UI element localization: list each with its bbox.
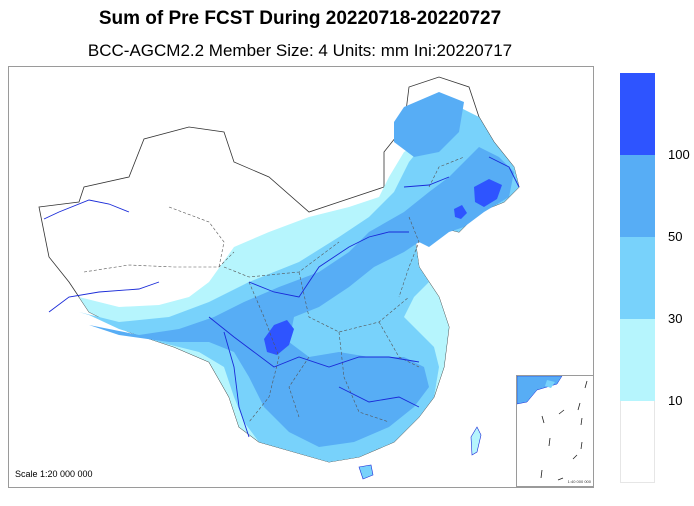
map-subtitle: BCC-AGCM2.2 Member Size: 4 Units: mm Ini… <box>87 41 513 60</box>
colorbar-seg-lt10 <box>620 401 655 483</box>
inset-map <box>517 376 588 481</box>
scale-label: Scale 1:20 000 000 <box>15 469 93 479</box>
inset-scale-label: 1:40 000 000 <box>567 479 591 484</box>
taiwan-island <box>470 426 482 456</box>
colorbar-seg-gt100 <box>620 73 655 155</box>
colorbar-tick-100: 100 <box>668 147 690 162</box>
colorbar-seg-10-30 <box>620 319 655 401</box>
precip-50-100 <box>89 147 514 447</box>
colorbar-tick-10: 10 <box>668 393 683 408</box>
china-precip-map <box>38 76 520 480</box>
map-title: Sum of Pre FCST During 20220718-20220727 <box>98 8 502 29</box>
colorbar: 100 50 30 10 <box>620 73 690 483</box>
hainan-island <box>358 464 374 480</box>
colorbar-tick-50: 50 <box>668 229 683 244</box>
precip-50-100-northeast <box>394 92 464 157</box>
colorbar-seg-50-100 <box>620 155 655 237</box>
province-boundaries <box>83 156 465 423</box>
colorbar-seg-30-50 <box>620 237 655 319</box>
south-china-sea-inset: 1:40 000 000 <box>516 375 593 487</box>
rivers <box>43 156 520 438</box>
precip-gt100-liaoning <box>454 205 467 219</box>
precip-gt100-northeast <box>474 179 502 207</box>
colorbar-tick-30: 30 <box>668 311 683 326</box>
precip-gt100-sichuan <box>264 320 294 355</box>
map-panel: Scale 1:20 000 000 1:40 000 000 <box>8 66 594 488</box>
